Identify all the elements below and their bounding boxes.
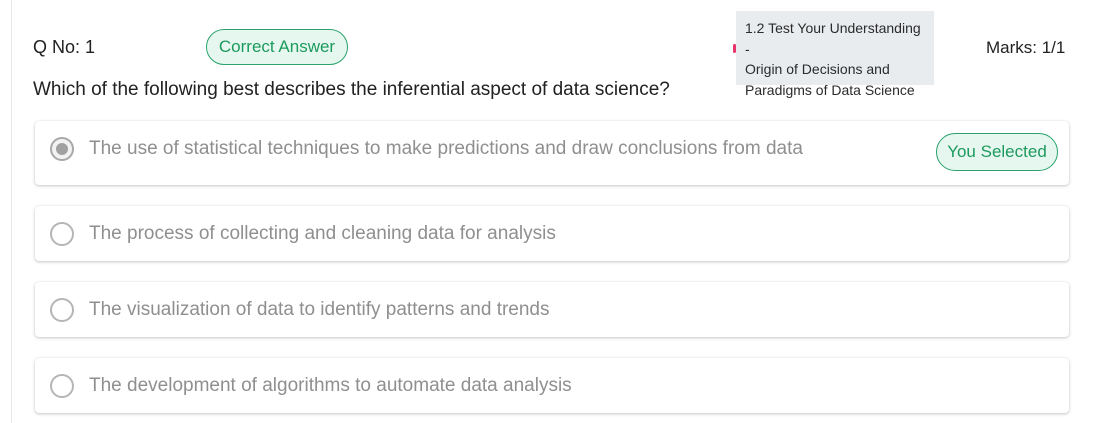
option-label: The process of collecting and cleaning d… — [89, 223, 556, 244]
you-selected-badge: You Selected — [936, 133, 1058, 171]
option-4[interactable]: The development of algorithms to automat… — [35, 358, 1069, 413]
question-number: Q No: 1 — [33, 37, 96, 57]
radio-button[interactable] — [50, 298, 74, 322]
radio-dot-icon — [56, 143, 68, 155]
option-label: The use of statistical techniques to mak… — [89, 138, 803, 159]
topic-marker-icon — [733, 44, 736, 53]
option-label: The development of algorithms to automat… — [89, 375, 572, 396]
option-1[interactable]: The use of statistical techniques to mak… — [35, 121, 1069, 185]
left-divider — [11, 0, 12, 423]
option-label: The visualization of data to identify pa… — [89, 299, 550, 320]
marks-label: Marks: 1/1 — [986, 38, 1066, 57]
topic-line: Origin of Decisions and — [745, 61, 890, 77]
topic-label: 1.2 Test Your Understanding - Origin of … — [736, 11, 934, 98]
correct-answer-badge: Correct Answer — [206, 29, 348, 65]
option-3[interactable]: The visualization of data to identify pa… — [35, 282, 1069, 337]
option-2[interactable]: The process of collecting and cleaning d… — [35, 206, 1069, 261]
question-text: Which of the following best describes th… — [33, 79, 670, 100]
radio-button[interactable] — [50, 374, 74, 398]
radio-button[interactable] — [50, 222, 74, 246]
topic-line: Paradigms of Data Science — [745, 81, 915, 98]
radio-button-selected[interactable] — [50, 137, 74, 161]
topic-line: 1.2 Test Your Understanding - — [745, 20, 921, 57]
